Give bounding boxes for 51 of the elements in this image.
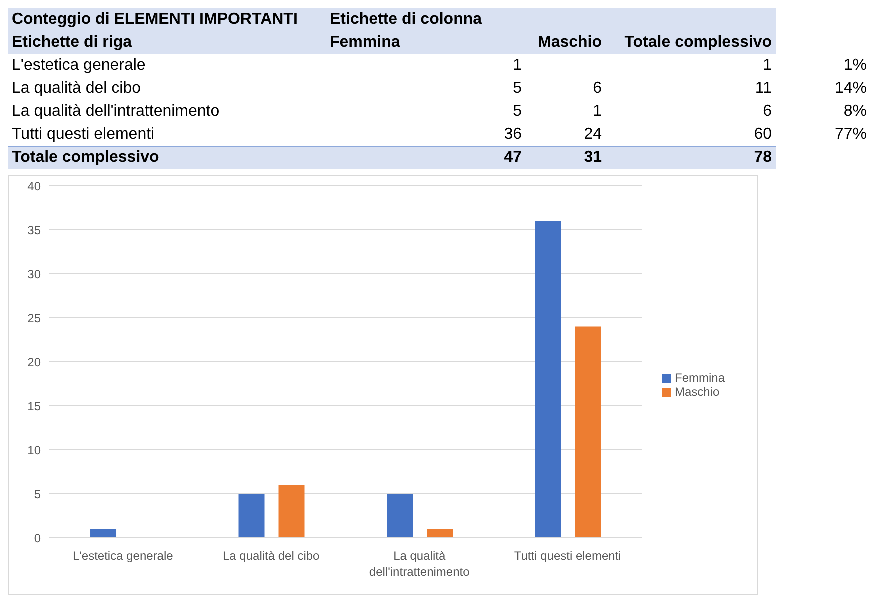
bar xyxy=(535,221,562,538)
y-tick-label: 15 xyxy=(28,399,42,414)
text: 60 xyxy=(754,126,772,142)
x-tick-label: La qualità del cibo xyxy=(222,549,320,563)
y-tick-label: 25 xyxy=(28,311,42,326)
text: Maschio xyxy=(538,34,602,50)
text: 1% xyxy=(844,56,867,74)
legend-label: Femmina xyxy=(674,371,725,385)
data-label: 1 xyxy=(593,102,602,120)
text: 78 xyxy=(754,148,772,166)
text: Conteggio di ELEMENTI IMPORTANTI xyxy=(12,10,298,28)
text: Femmina xyxy=(330,34,400,50)
bar xyxy=(90,529,117,538)
legend-label: Maschio xyxy=(674,385,720,399)
text: Etichette di riga xyxy=(12,34,132,50)
y-tick-label: 10 xyxy=(28,443,42,458)
bar xyxy=(575,326,602,538)
category-label: La qualità dell'intrattenimento xyxy=(12,102,220,120)
y-tick-label: 0 xyxy=(34,531,42,546)
bar xyxy=(387,494,413,538)
x-tick-label: L'estetica generale xyxy=(72,549,174,563)
bar xyxy=(427,529,453,538)
text: Totale complessivo xyxy=(12,148,160,166)
data-label: 5 xyxy=(513,80,522,96)
y-tick-label: 35 xyxy=(28,223,42,238)
category-label: La qualità del cibo xyxy=(12,80,141,96)
text: 6 xyxy=(763,102,772,120)
y-tick-label: 5 xyxy=(34,487,42,502)
text: Etichette di colonna xyxy=(330,10,482,28)
bar xyxy=(238,494,265,538)
text: 8% xyxy=(844,102,867,120)
bar xyxy=(278,485,305,538)
x-tick-label: Tutti questi elementi xyxy=(514,549,622,563)
text: 11 xyxy=(755,80,772,96)
text: 47 xyxy=(504,148,522,166)
text: 31 xyxy=(584,148,602,166)
text: Totale complessivo xyxy=(624,34,772,50)
text: 1 xyxy=(763,56,772,74)
y-tick-label: 40 xyxy=(28,179,42,194)
category-label: L'estetica generale xyxy=(12,56,146,74)
data-label: 6 xyxy=(593,80,602,96)
x-tick-label: La qualità dell'intrattenimento xyxy=(369,549,470,579)
data-label: 36 xyxy=(504,126,522,142)
y-tick-label: 20 xyxy=(28,355,42,370)
data-label: 5 xyxy=(513,102,522,120)
data-label: 1 xyxy=(513,56,522,74)
text: 77% xyxy=(834,126,867,142)
data-label: 24 xyxy=(584,126,602,142)
y-tick-label: 30 xyxy=(28,267,42,282)
category-label: Tutti questi elementi xyxy=(12,126,155,142)
text: 14% xyxy=(834,80,867,96)
